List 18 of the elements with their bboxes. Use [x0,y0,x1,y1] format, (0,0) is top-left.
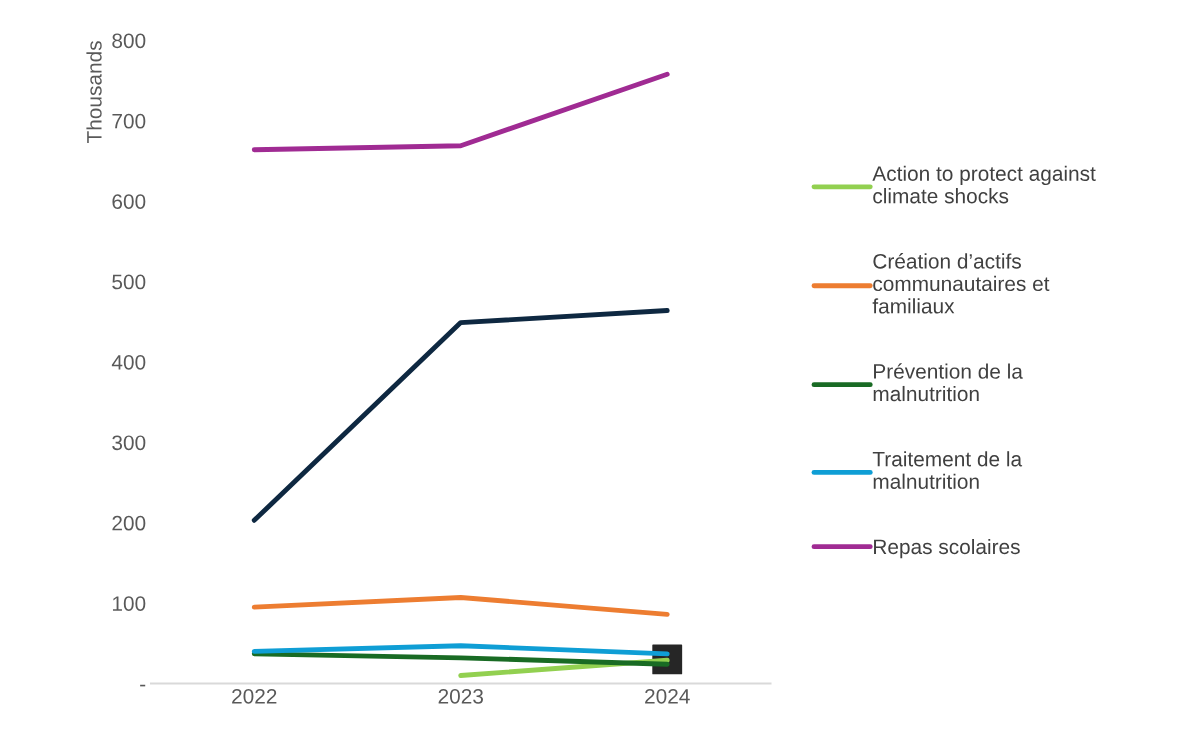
legend-label: Prévention de la malnutrition [873,363,1023,402]
x-tick-label: 2024 [645,688,690,704]
y-tick-label: 700 [112,113,146,129]
x-tick-label: 2023 [438,688,483,704]
y-tick-label: 300 [112,435,146,451]
y-tick-label: 100 [112,596,146,611]
y-axis-title: Thousands [86,41,102,144]
y-tick-label: 500 [112,274,146,290]
legend-label: Action to protect against climate shocks [872,165,1096,204]
y-tick-label: 800 [112,33,146,49]
y-tick-label: 200 [112,515,146,531]
y-tick-label: - [140,684,146,687]
y-tick-label: 400 [111,354,146,370]
y-tick-label: 600 [112,194,146,209]
x-tick-label: 2022 [232,688,277,704]
legend-label: Création d’actifs communautaires et familiaux [872,253,1050,314]
legend-label: Traitement de la malnutrition [872,451,1023,489]
legend-label: Repas scolaires [874,538,1020,559]
